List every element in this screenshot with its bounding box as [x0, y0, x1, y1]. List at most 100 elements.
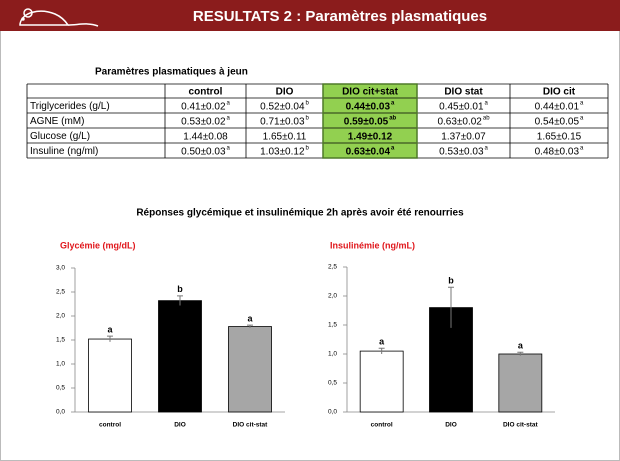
table-cell: 1.65±0.15 [537, 131, 582, 142]
y-tick-label: 2,5 [56, 289, 65, 296]
x-tick-label: DIO cit-stat [503, 422, 539, 429]
bar [158, 300, 202, 413]
error-bar [378, 347, 385, 354]
cell-value: 0.53±0.03 [439, 146, 484, 157]
cell-superscript: ab [389, 115, 396, 121]
cell-superscript: a [391, 100, 395, 106]
column-header: DIO cit+stat [342, 87, 399, 98]
cell-value: 0.41±0.02 [181, 101, 226, 112]
table-cell: 0.63±0.04a [346, 145, 395, 157]
table-cell: 0.52±0.04b [260, 100, 309, 112]
column-header: control [189, 87, 223, 98]
cell-value: 0.53±0.02 [181, 116, 226, 127]
cell-superscript: b [306, 100, 310, 106]
bar [359, 350, 404, 413]
cell-value: 0.45±0.01 [439, 101, 484, 112]
x-tick-label: DIO [445, 422, 457, 429]
row-label: Triglycerides (g/L) [30, 101, 110, 112]
table-title: Paramètres plasmatiques à jeun [95, 67, 248, 78]
y-tick-label: 2,0 [56, 313, 65, 320]
cell-superscript: a [227, 100, 231, 106]
row-label: Glucose (g/L) [30, 131, 90, 142]
cell-value: 1.03±0.12 [260, 146, 305, 157]
highlight-border [322, 83, 418, 159]
cell-superscript: a [580, 100, 584, 106]
error-bar [107, 335, 113, 342]
table-cell: 0.45±0.01a [439, 100, 488, 112]
error-bar [177, 295, 183, 306]
cell-value: 1.65±0.11 [263, 131, 307, 142]
highlight-cell [323, 84, 417, 158]
table-cell: 0.53±0.02a [181, 115, 230, 127]
section-title: Réponses glycémique et insulinémique 2h … [136, 208, 464, 219]
significance-label: b [177, 284, 183, 294]
row-label: AGNE (mM) [30, 116, 84, 127]
error-bar [517, 351, 524, 356]
cell-superscript: a [580, 145, 584, 151]
header-title: RESULTATS 2 : Paramètres plasmatiques [193, 8, 487, 25]
cell-value: 0.52±0.04 [260, 101, 305, 112]
cell-value: 0.63±0.02 [437, 116, 482, 127]
column-header: DIO [276, 87, 294, 98]
cell-superscript: a [485, 100, 489, 106]
bar [88, 338, 132, 413]
cell-superscript: ab [483, 115, 490, 121]
y-tick-label: 2,5 [328, 264, 337, 271]
significance-label: b [448, 276, 454, 286]
table-cell: 0.59±0.05ab [344, 115, 397, 127]
column-header: DIO stat [444, 87, 483, 98]
row-label: Insuline (ng/ml) [30, 146, 98, 157]
table-cell: 0.44±0.03a [346, 100, 395, 112]
cell-value: 0.71±0.03 [260, 116, 305, 127]
cell-value: 0.44±0.03 [346, 101, 391, 112]
x-tick-label: DIO cit-stat [233, 422, 269, 429]
cell-superscript: a [580, 115, 584, 121]
mouse-icon [19, 8, 99, 27]
chart-title: Insulinémie (ng/mL) [330, 240, 415, 250]
cell-value: 1.44±0.08 [183, 131, 228, 142]
table-cell: 1.49±0.12 [348, 131, 393, 142]
y-tick-label: 0,5 [328, 380, 337, 387]
column-header: DIO cit [543, 87, 576, 98]
y-tick-label: 1,0 [328, 351, 337, 358]
cell-value: 1.65±0.15 [537, 131, 582, 142]
table-cell: 0.54±0.05a [535, 115, 584, 127]
y-tick-label: 0,5 [56, 385, 65, 392]
y-tick-label: 2,0 [328, 293, 337, 300]
cell-superscript: b [306, 115, 310, 121]
table-cell: 1.65±0.11 [263, 131, 307, 142]
y-tick-label: 0,0 [328, 409, 337, 416]
cell-value: 0.48±0.03 [535, 146, 580, 157]
cell-value: 0.63±0.04 [346, 146, 391, 157]
table-cell: 0.44±0.01a [535, 100, 584, 112]
x-tick-label: DIO [174, 422, 186, 429]
y-tick-label: 0,0 [56, 409, 65, 416]
cell-superscript: a [227, 115, 231, 121]
cell-superscript: a [227, 145, 231, 151]
y-tick-label: 1,5 [56, 337, 65, 344]
cell-value: 0.54±0.05 [535, 116, 580, 127]
bar [498, 353, 543, 413]
table-cell: 0.63±0.02ab [437, 115, 490, 127]
x-tick-label: control [99, 422, 121, 429]
significance-label: a [107, 325, 113, 335]
significance-label: a [518, 341, 524, 351]
cell-value: 0.59±0.05 [344, 116, 389, 127]
error-bar [448, 286, 454, 328]
table-cell: 0.50±0.03a [181, 145, 230, 157]
cell-value: 0.44±0.01 [535, 101, 580, 112]
cell-superscript: b [306, 145, 310, 151]
cell-superscript: a [391, 145, 395, 151]
table-cell: 0.41±0.02a [181, 100, 230, 112]
header-bar [0, 0, 620, 31]
error-bar [247, 324, 253, 328]
cell-value: 1.37±0.07 [441, 131, 486, 142]
bar [228, 326, 272, 413]
table-cell: 0.53±0.03a [439, 145, 488, 157]
table-cell: 1.37±0.07 [441, 131, 486, 142]
x-tick-label: control [371, 422, 393, 429]
y-tick-label: 3,0 [56, 265, 65, 272]
table-cell: 1.44±0.08 [183, 131, 228, 142]
y-tick-label: 1,5 [328, 322, 337, 329]
